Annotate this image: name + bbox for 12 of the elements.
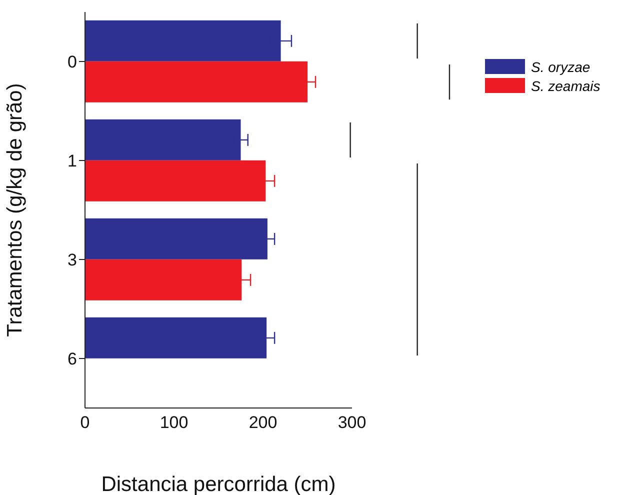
x-tick-label: 200 (248, 413, 278, 432)
y-tick-label: 6 (68, 350, 77, 369)
legend-label: S. oryzae (531, 58, 590, 74)
x-tick-label: 300 (338, 413, 366, 432)
y-tick-label: 1 (68, 152, 77, 171)
x-tick-label: 100 (160, 413, 188, 432)
y-tick-label: 0 (68, 52, 77, 72)
x-axis-title: Distancia percorrida (cm) (101, 473, 336, 495)
y-tick-label: 3 (68, 250, 77, 270)
x-tick-label: 0 (80, 413, 90, 432)
y-axis-title: Tratamentos (g/kg de grão) (3, 83, 26, 337)
legend-label: S. zeamais (531, 78, 600, 94)
